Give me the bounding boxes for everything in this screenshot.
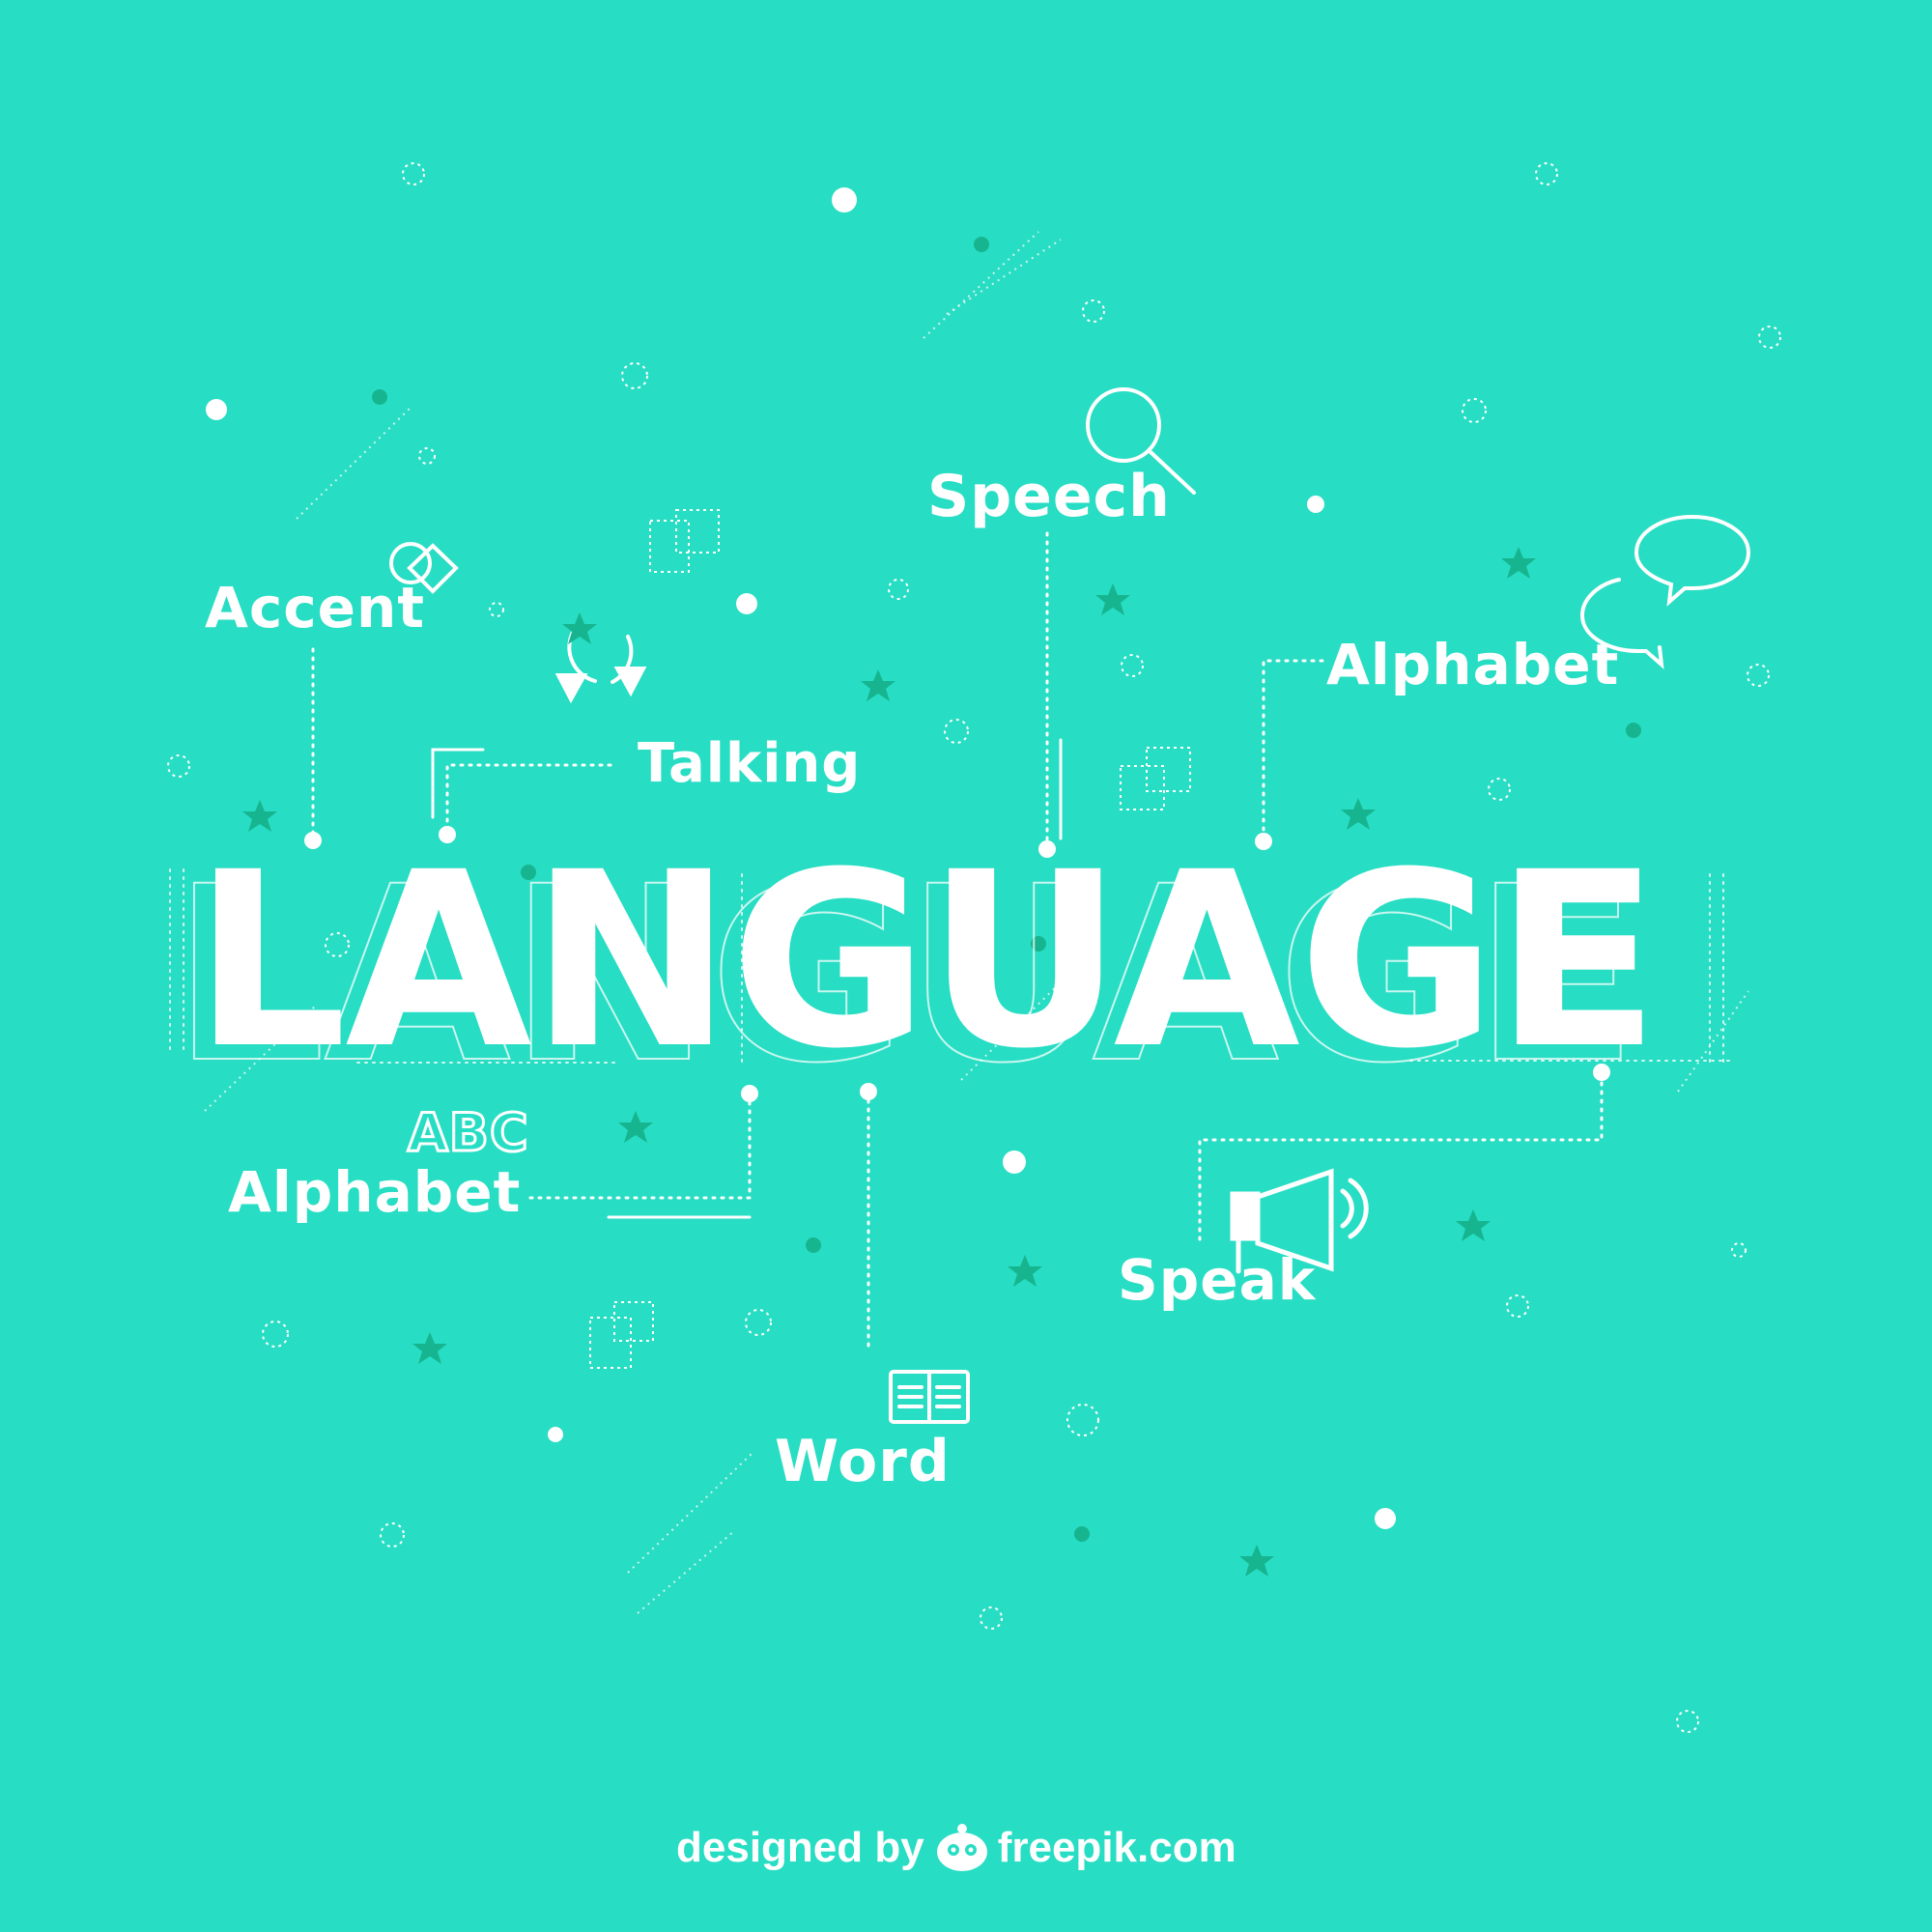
freepik-logo-icon bbox=[936, 1824, 987, 1871]
star-icons bbox=[242, 547, 1536, 1577]
diagonal-lines bbox=[204, 231, 1749, 1614]
page-title: LANGUAGE bbox=[193, 820, 1660, 1101]
megaphone-icon bbox=[1230, 1168, 1369, 1274]
at-sign-magnifier-icon bbox=[1086, 387, 1196, 495]
label-speech: Speech bbox=[927, 463, 1171, 530]
title-dotted-frame bbox=[169, 868, 1730, 1064]
connector-alphabet-bottom bbox=[523, 1092, 752, 1200]
abc-icon: ABC bbox=[407, 1102, 530, 1163]
decorative-dark-dots bbox=[372, 237, 1641, 1542]
connector-talking-bracket bbox=[431, 748, 485, 819]
dotted-squares bbox=[589, 509, 1191, 1369]
label-alphabet-top: Alphabet bbox=[1326, 632, 1620, 697]
label-alphabet-bottom: Alphabet bbox=[228, 1159, 522, 1225]
connector-dots bbox=[304, 826, 1610, 1102]
label-accent: Accent bbox=[205, 575, 426, 640]
label-speak: Speak bbox=[1118, 1247, 1317, 1313]
open-book-icon bbox=[889, 1370, 970, 1424]
label-talking: Talking bbox=[638, 732, 862, 795]
connector-speak bbox=[1198, 1072, 1604, 1248]
credit: designed by freepik.com bbox=[676, 1819, 1236, 1877]
credit-prefix: designed by bbox=[676, 1824, 924, 1871]
dotted-circles bbox=[167, 162, 1781, 1733]
refresh-arrows-icon bbox=[554, 624, 647, 704]
speech-bubbles-icon bbox=[1579, 514, 1751, 669]
connector-alphabet-top bbox=[1262, 659, 1325, 840]
circle-diamond-icon bbox=[389, 542, 459, 594]
label-word: Word bbox=[775, 1428, 951, 1495]
decorative-dots bbox=[206, 187, 1396, 1529]
title-outline: LANGUAGE bbox=[171, 835, 1639, 1116]
credit-brand: freepik.com bbox=[997, 1824, 1236, 1871]
connector-talking bbox=[445, 763, 616, 840]
